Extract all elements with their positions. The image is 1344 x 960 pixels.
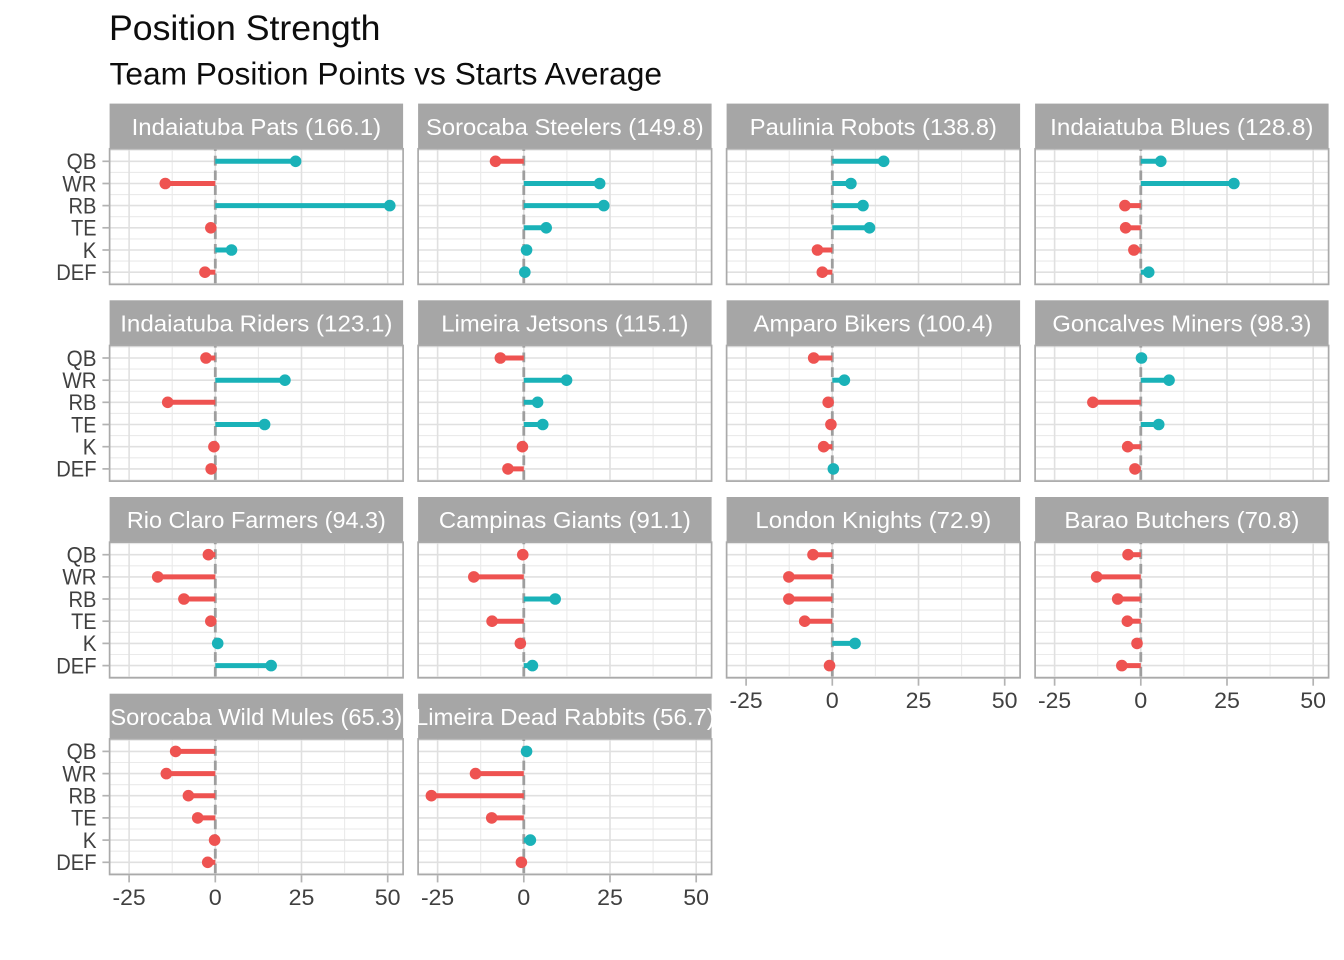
svg-text:0: 0: [1134, 688, 1147, 713]
svg-text:QB: QB: [67, 739, 97, 764]
svg-text:QB: QB: [67, 346, 97, 371]
svg-text:TE: TE: [71, 609, 96, 634]
svg-text:Rio Claro Farmers (94.3): Rio Claro Farmers (94.3): [127, 507, 386, 533]
svg-text:50: 50: [992, 688, 1018, 713]
svg-text:Team Position Points vs Starts: Team Position Points vs Starts Average: [110, 56, 663, 92]
svg-text:0: 0: [517, 885, 530, 910]
svg-text:WR: WR: [62, 761, 96, 786]
svg-text:50: 50: [375, 885, 401, 910]
svg-text:0: 0: [826, 688, 839, 713]
svg-text:DEF: DEF: [56, 850, 96, 875]
svg-text:Limeira Dead Rabbits (56.7): Limeira Dead Rabbits (56.7): [415, 704, 715, 730]
svg-text:DEF: DEF: [56, 653, 96, 678]
svg-text:50: 50: [1300, 688, 1326, 713]
svg-text:Goncalves Miners (98.3): Goncalves Miners (98.3): [1052, 311, 1311, 337]
svg-text:25: 25: [289, 885, 315, 910]
svg-text:Paulinia Robots (138.8): Paulinia Robots (138.8): [750, 114, 997, 140]
svg-text:50: 50: [683, 885, 709, 910]
svg-text:London Knights (72.9): London Knights (72.9): [755, 507, 991, 533]
svg-text:RB: RB: [68, 587, 96, 612]
svg-text:Campinas Giants (91.1): Campinas Giants (91.1): [439, 507, 691, 533]
svg-text:Amparo Bikers (100.4): Amparo Bikers (100.4): [754, 311, 994, 337]
svg-text:Position Strength: Position Strength: [109, 9, 381, 48]
svg-text:WR: WR: [62, 368, 96, 393]
svg-text:K: K: [83, 238, 97, 263]
svg-text:K: K: [83, 631, 97, 656]
svg-text:Indaiatuba Pats (166.1): Indaiatuba Pats (166.1): [132, 114, 381, 140]
svg-text:Indaiatuba Blues (128.8): Indaiatuba Blues (128.8): [1050, 114, 1313, 140]
svg-text:TE: TE: [71, 216, 96, 241]
svg-text:25: 25: [597, 885, 623, 910]
svg-text:WR: WR: [62, 171, 96, 196]
svg-text:K: K: [83, 828, 97, 853]
svg-text:0: 0: [209, 885, 222, 910]
svg-text:WR: WR: [62, 565, 96, 590]
svg-text:-25: -25: [113, 885, 146, 910]
svg-text:TE: TE: [71, 412, 96, 437]
svg-text:DEF: DEF: [56, 457, 96, 482]
svg-text:K: K: [83, 434, 97, 459]
svg-text:Sorocaba Steelers (149.8): Sorocaba Steelers (149.8): [426, 114, 704, 140]
svg-text:TE: TE: [71, 806, 96, 831]
svg-text:-25: -25: [730, 688, 763, 713]
svg-text:Indaiatuba Riders (123.1): Indaiatuba Riders (123.1): [120, 311, 392, 337]
svg-text:QB: QB: [67, 542, 97, 567]
svg-text:25: 25: [1214, 688, 1240, 713]
svg-text:Limeira Jetsons (115.1): Limeira Jetsons (115.1): [441, 311, 688, 337]
svg-text:25: 25: [906, 688, 932, 713]
svg-text:-25: -25: [421, 885, 454, 910]
svg-text:QB: QB: [67, 149, 97, 174]
svg-text:Barao Butchers (70.8): Barao Butchers (70.8): [1064, 507, 1299, 533]
svg-text:DEF: DEF: [56, 260, 96, 285]
svg-text:RB: RB: [68, 783, 96, 808]
svg-text:-25: -25: [1038, 688, 1071, 713]
svg-text:RB: RB: [68, 390, 96, 415]
svg-text:RB: RB: [68, 193, 96, 218]
svg-text:Sorocaba Wild Mules (65.3): Sorocaba Wild Mules (65.3): [110, 704, 402, 730]
